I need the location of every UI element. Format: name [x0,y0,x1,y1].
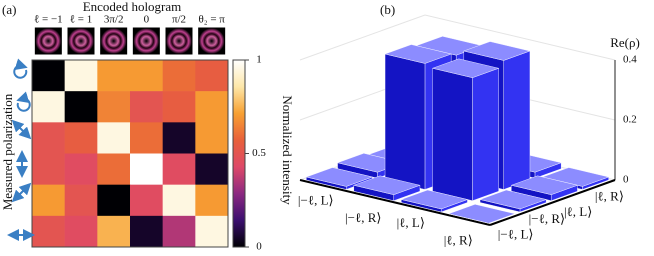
heatmap-cell [32,153,65,185]
floor-edge [299,179,491,226]
heatmap-cell [130,60,163,92]
column-label: θ₂ = π [198,14,225,26]
column-label: |−ℓ, L⟩ [498,226,534,241]
heatmap-cell [32,60,65,92]
bar [431,58,500,201]
bar-side [472,67,499,201]
hologram-thumbnail [100,27,128,55]
bar [400,189,469,213]
bar [479,189,547,213]
heatmap-cell [162,122,196,154]
column-label: |−ℓ, R⟩ [529,211,565,226]
heatmap-cell [130,91,163,123]
column-label: π/2 [172,14,186,26]
column-label: ℓ = −1 [34,14,63,26]
column-label: |ℓ, L⟩ [564,204,592,219]
z-tick-label: 0.4 [623,54,637,66]
heatmap-cell [32,122,65,154]
bar-top [400,189,469,210]
column-label: ℓ = 1 [70,14,92,26]
heatmap-cell [64,60,98,92]
row-label: |−ℓ, R⟩ [345,210,381,225]
heatmap-cell [195,122,229,154]
heatmap-cell [32,91,65,123]
hologram-thumbnail [165,27,193,55]
row-label: |ℓ, R⟩ [444,232,473,247]
bar-top [510,175,579,195]
heatmap-cell [162,60,196,92]
bar [448,204,516,224]
hologram-thumbnail [34,27,62,55]
column-label: 0 [144,14,150,26]
row-label: |ℓ, L⟩ [397,215,425,230]
heatmap-cell [64,184,98,217]
z-axis-label: Re(ρ) [610,35,640,50]
colorbar-tick-label: 0.5 [252,147,266,159]
heatmap-cell [130,122,163,154]
heatmap-cell [162,184,196,217]
colorbar [232,59,246,248]
heatmap-cell [64,91,98,123]
bar-top [448,204,516,224]
bar-top [384,44,452,64]
heatmap-cell [97,122,131,154]
heatmap-cell [130,215,163,248]
heatmap-cell [130,153,163,185]
hologram-thumbnail [132,27,160,55]
column-label: |ℓ, R⟩ [595,189,624,204]
bar-top [305,167,374,187]
chart-title: Encoded hologram [83,0,182,14]
heatmap-cell [64,215,98,248]
heatmap-cell [130,184,163,217]
panel-label: (a) [2,2,16,17]
bar-top [431,58,500,78]
heatmap-cell [195,215,229,248]
colorbar-tick-label: 1 [256,54,262,66]
heatmap-frame [31,59,229,248]
polarization-icons [7,58,35,241]
bar-side [432,67,473,201]
heatmap-cell [97,91,131,123]
heatmap-cell [162,153,196,185]
heatmap-cell [195,60,229,92]
floor-edge [489,179,616,226]
hologram-thumbnail [198,27,226,55]
heatmap-cell [195,91,229,123]
hologram-thumbnail [67,27,95,55]
heatmap-cell [97,215,131,248]
bar-side [503,50,531,190]
z-tick-label: 0 [623,174,629,186]
y-axis-label: Measured polarization [0,93,15,210]
bar-top [353,175,421,195]
heatmap-cell [64,122,98,154]
grid-line [299,14,616,61]
heatmap-cell [32,184,65,217]
bar-top [479,189,547,210]
heatmap-cell [195,184,229,217]
heatmap-cell [97,184,131,217]
heatmap-cell [162,215,196,248]
bar-top [463,41,531,61]
bar [353,175,421,201]
z-tick-label: 0.2 [623,114,637,126]
colorbar-tick-label: 0 [256,241,262,253]
column-label: 3π/2 [104,14,124,26]
heatmap-cell [64,153,98,185]
panel-label: (b) [380,2,395,17]
heatmap-cell [32,215,65,248]
bar-side [384,53,426,190]
heatmap-cell [97,60,131,92]
heatmap-cell [162,91,196,123]
row-label: |−ℓ, L⟩ [298,193,334,208]
colorbar-label: Normalized intensity [280,95,295,205]
heatmap-cell [97,153,131,185]
heatmap-cell [195,153,229,185]
